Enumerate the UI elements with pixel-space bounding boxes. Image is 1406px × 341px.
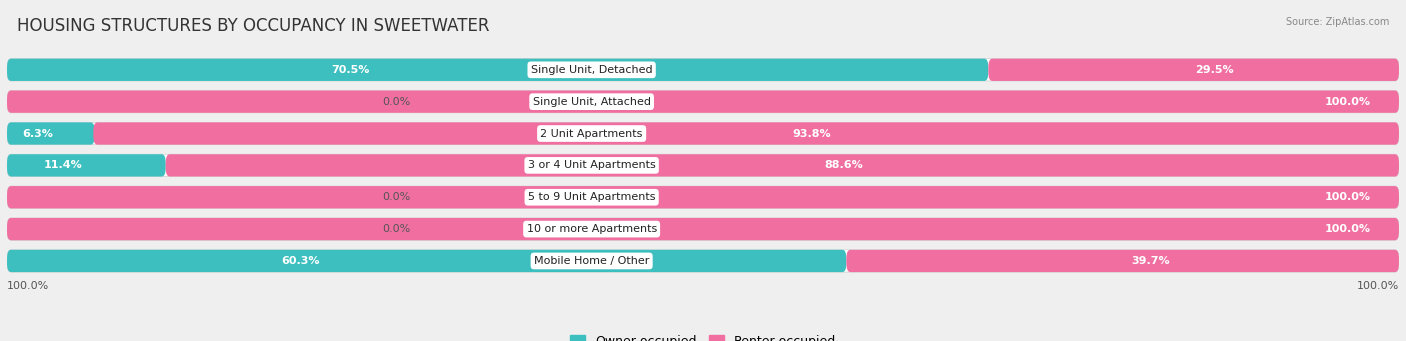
FancyBboxPatch shape — [846, 250, 1399, 272]
Text: 100.0%: 100.0% — [1324, 224, 1371, 234]
Legend: Owner-occupied, Renter-occupied: Owner-occupied, Renter-occupied — [569, 335, 837, 341]
Text: Mobile Home / Other: Mobile Home / Other — [534, 256, 650, 266]
Text: 93.8%: 93.8% — [792, 129, 831, 138]
FancyBboxPatch shape — [988, 59, 1399, 81]
Text: 0.0%: 0.0% — [382, 97, 411, 107]
Text: Single Unit, Attached: Single Unit, Attached — [533, 97, 651, 107]
Text: 0.0%: 0.0% — [382, 192, 411, 202]
Text: 10 or more Apartments: 10 or more Apartments — [526, 224, 657, 234]
Text: Single Unit, Detached: Single Unit, Detached — [531, 65, 652, 75]
Text: 100.0%: 100.0% — [1324, 97, 1371, 107]
FancyBboxPatch shape — [7, 250, 1399, 272]
FancyBboxPatch shape — [7, 154, 1399, 177]
Text: 60.3%: 60.3% — [281, 256, 321, 266]
Text: 11.4%: 11.4% — [44, 160, 82, 170]
Text: 2 Unit Apartments: 2 Unit Apartments — [540, 129, 643, 138]
FancyBboxPatch shape — [93, 122, 1399, 145]
FancyBboxPatch shape — [7, 59, 1399, 81]
FancyBboxPatch shape — [7, 90, 1399, 113]
Text: 100.0%: 100.0% — [1357, 281, 1399, 292]
Text: 39.7%: 39.7% — [1130, 256, 1170, 266]
FancyBboxPatch shape — [7, 218, 1399, 240]
FancyBboxPatch shape — [7, 90, 1399, 113]
Text: 88.6%: 88.6% — [825, 160, 863, 170]
FancyBboxPatch shape — [7, 186, 1399, 208]
Text: HOUSING STRUCTURES BY OCCUPANCY IN SWEETWATER: HOUSING STRUCTURES BY OCCUPANCY IN SWEET… — [17, 17, 489, 35]
Text: 70.5%: 70.5% — [332, 65, 370, 75]
Text: 5 to 9 Unit Apartments: 5 to 9 Unit Apartments — [527, 192, 655, 202]
Text: 100.0%: 100.0% — [1324, 192, 1371, 202]
Text: Source: ZipAtlas.com: Source: ZipAtlas.com — [1285, 17, 1389, 27]
FancyBboxPatch shape — [7, 122, 94, 145]
FancyBboxPatch shape — [7, 154, 166, 177]
FancyBboxPatch shape — [7, 218, 1399, 240]
Text: 3 or 4 Unit Apartments: 3 or 4 Unit Apartments — [527, 160, 655, 170]
Text: 6.3%: 6.3% — [22, 129, 53, 138]
FancyBboxPatch shape — [166, 154, 1399, 177]
FancyBboxPatch shape — [7, 186, 1399, 208]
Text: 0.0%: 0.0% — [382, 224, 411, 234]
Text: 29.5%: 29.5% — [1195, 65, 1233, 75]
Text: 100.0%: 100.0% — [7, 281, 49, 292]
FancyBboxPatch shape — [7, 250, 846, 272]
FancyBboxPatch shape — [7, 122, 1399, 145]
FancyBboxPatch shape — [7, 59, 988, 81]
